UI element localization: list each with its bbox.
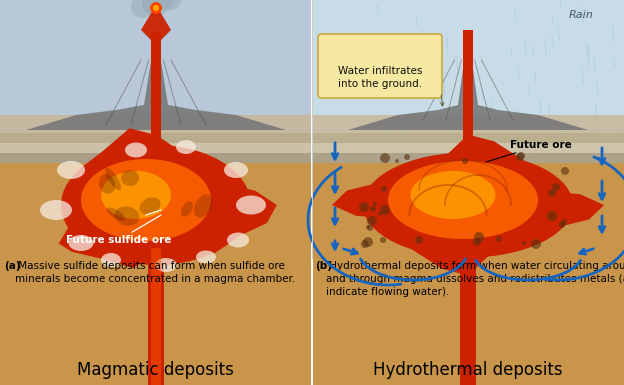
Ellipse shape [388, 161, 538, 239]
Ellipse shape [61, 145, 251, 265]
Bar [313, 115, 624, 133]
Ellipse shape [57, 161, 85, 179]
Bar [313, 0, 624, 258]
Text: Future ore: Future ore [486, 140, 572, 162]
Text: Magmatic deposits: Magmatic deposits [77, 361, 233, 379]
Circle shape [154, 0, 174, 10]
Circle shape [142, 0, 170, 16]
Ellipse shape [107, 208, 125, 221]
Circle shape [378, 212, 382, 216]
Ellipse shape [227, 233, 249, 248]
Polygon shape [332, 134, 604, 275]
Circle shape [150, 2, 162, 14]
Circle shape [380, 205, 390, 215]
Ellipse shape [176, 140, 196, 154]
Circle shape [158, 0, 182, 10]
Bar [151, 248, 161, 385]
Bar [313, 163, 624, 385]
Text: Water infiltrates
into the ground.: Water infiltrates into the ground. [338, 66, 422, 89]
Ellipse shape [115, 206, 139, 226]
Bar [0, 133, 311, 143]
Ellipse shape [81, 159, 211, 241]
Text: Massive sulfide deposits can form when sulfide ore
minerals become concentrated : Massive sulfide deposits can form when s… [15, 261, 295, 284]
Ellipse shape [101, 171, 171, 219]
Bar [463, 30, 473, 163]
Ellipse shape [99, 174, 115, 194]
Bar [151, 32, 161, 162]
Polygon shape [141, 5, 171, 40]
Circle shape [559, 222, 565, 228]
Bar [0, 143, 311, 153]
Circle shape [462, 158, 468, 164]
Bar [460, 248, 476, 385]
Circle shape [366, 225, 370, 229]
Ellipse shape [224, 162, 248, 178]
Bar [0, 115, 311, 133]
Ellipse shape [196, 251, 216, 263]
Bar [0, 0, 311, 258]
Circle shape [552, 183, 560, 191]
Text: (a): (a) [4, 261, 21, 271]
Ellipse shape [101, 253, 121, 267]
Circle shape [380, 237, 386, 243]
Circle shape [473, 238, 481, 246]
Ellipse shape [140, 198, 160, 215]
Circle shape [496, 236, 502, 242]
Circle shape [415, 236, 423, 244]
Circle shape [359, 202, 369, 212]
FancyBboxPatch shape [318, 34, 442, 98]
Circle shape [367, 216, 377, 226]
Text: Future sulfide ore: Future sulfide ore [66, 215, 172, 245]
Circle shape [561, 167, 569, 175]
Circle shape [548, 189, 556, 197]
Text: Hydrothermal deposits: Hydrothermal deposits [373, 361, 563, 379]
Ellipse shape [411, 171, 495, 219]
Ellipse shape [125, 142, 147, 157]
Circle shape [153, 5, 159, 11]
Text: Hydrothermal deposits form when water circulating around
and through magma disso: Hydrothermal deposits form when water ci… [326, 261, 624, 296]
Text: (b): (b) [315, 261, 332, 271]
Ellipse shape [155, 258, 177, 272]
Circle shape [531, 239, 541, 249]
Circle shape [522, 241, 526, 245]
Circle shape [367, 225, 373, 231]
Ellipse shape [121, 170, 139, 186]
Ellipse shape [105, 168, 121, 190]
Ellipse shape [236, 196, 266, 214]
Polygon shape [348, 32, 588, 130]
Circle shape [474, 232, 484, 242]
Ellipse shape [40, 200, 72, 220]
Ellipse shape [194, 194, 212, 218]
Circle shape [370, 206, 376, 212]
Circle shape [381, 186, 387, 192]
Polygon shape [26, 30, 286, 130]
Circle shape [142, 0, 160, 13]
Ellipse shape [181, 201, 193, 217]
Circle shape [361, 240, 369, 248]
Ellipse shape [69, 235, 94, 251]
Circle shape [380, 153, 390, 163]
Circle shape [547, 211, 557, 221]
Polygon shape [59, 128, 277, 268]
Circle shape [373, 202, 377, 206]
Circle shape [395, 159, 399, 163]
Bar [313, 143, 624, 153]
Circle shape [516, 153, 524, 161]
Circle shape [131, 0, 153, 18]
Circle shape [363, 237, 373, 247]
Bar [313, 153, 624, 163]
Bar [0, 153, 311, 163]
Circle shape [404, 154, 410, 160]
Circle shape [561, 219, 567, 225]
Bar [0, 163, 311, 385]
Bar [313, 133, 624, 143]
Circle shape [517, 152, 525, 160]
Ellipse shape [363, 152, 573, 258]
Text: Rain: Rain [569, 10, 594, 20]
Bar [148, 248, 164, 385]
